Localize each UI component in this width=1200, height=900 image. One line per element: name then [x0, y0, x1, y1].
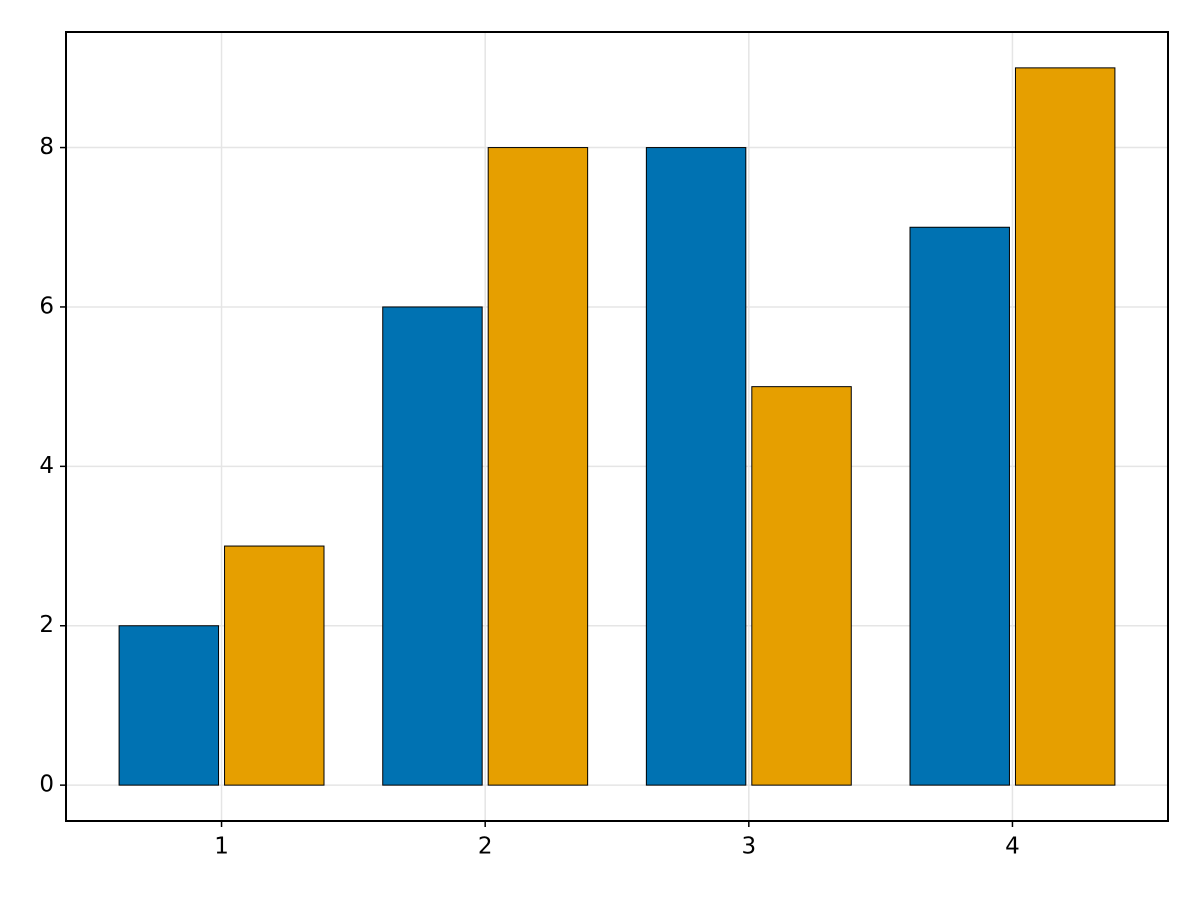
- x-tick-label: 2: [478, 834, 493, 860]
- bar-layer: [118, 67, 1116, 786]
- bar: [118, 625, 220, 786]
- x-tick-label: 1: [214, 834, 229, 860]
- y-tick-label: 2: [39, 612, 54, 638]
- y-tick-label: 6: [39, 293, 54, 319]
- x-tick-label: 4: [1005, 834, 1020, 860]
- bar: [909, 226, 1010, 786]
- bar: [224, 545, 325, 786]
- y-tick-label: 8: [39, 134, 54, 160]
- bar: [382, 306, 483, 786]
- y-tick-label: 0: [39, 772, 54, 798]
- plot-frame: [65, 31, 1169, 822]
- bar: [645, 147, 747, 786]
- x-tick-label: 3: [741, 834, 756, 860]
- bar: [1014, 67, 1116, 786]
- bar: [751, 386, 852, 786]
- bar: [487, 147, 589, 786]
- y-tick-label: 4: [39, 453, 54, 479]
